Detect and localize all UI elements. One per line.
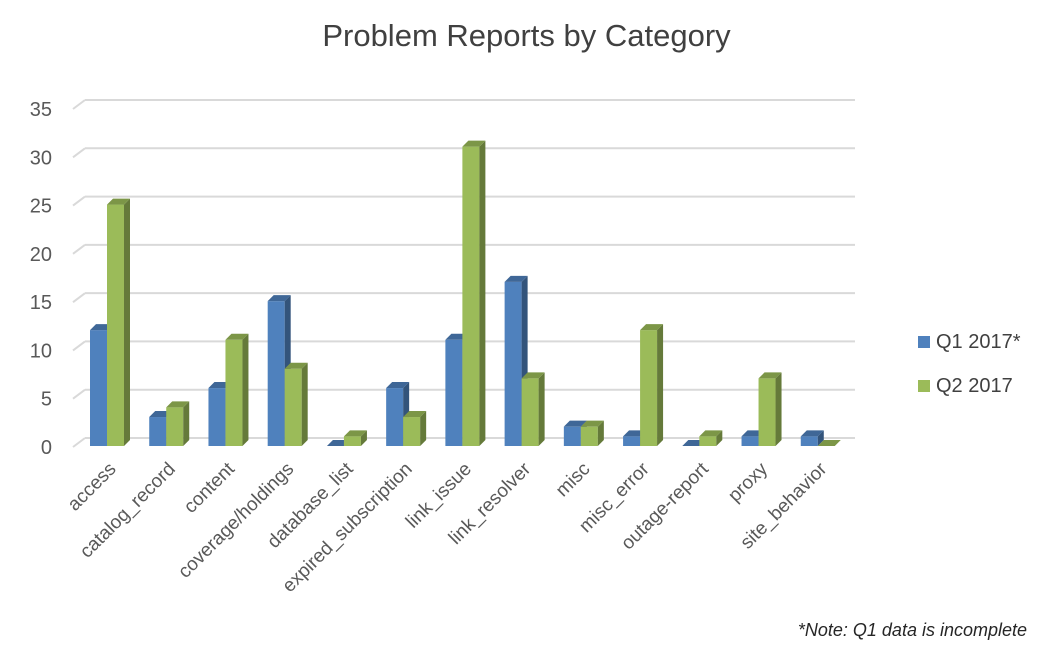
legend: Q1 2017* Q2 2017	[918, 328, 1021, 416]
legend-swatch-q1	[918, 336, 930, 348]
svg-text:misc: misc	[552, 459, 594, 501]
svg-text:25: 25	[30, 196, 52, 218]
svg-text:15: 15	[30, 292, 52, 314]
svg-text:0: 0	[41, 437, 52, 459]
svg-text:access: access	[64, 459, 121, 516]
svg-text:proxy: proxy	[724, 458, 772, 506]
svg-text:10: 10	[30, 340, 52, 362]
svg-text:5: 5	[41, 389, 52, 411]
legend-label-q2: Q2 2017	[936, 374, 1013, 397]
legend-item-q1: Q1 2017*	[918, 328, 1021, 356]
svg-text:35: 35	[30, 99, 52, 121]
footnote: *Note: Q1 data is incomplete	[797, 620, 1027, 640]
legend-swatch-q2	[918, 380, 930, 392]
legend-label-q1: Q1 2017*	[936, 330, 1021, 353]
chart-title: Problem Reports by Category	[322, 18, 731, 53]
legend-item-q2: Q2 2017	[918, 372, 1021, 400]
svg-text:30: 30	[30, 147, 52, 169]
svg-text:content: content	[180, 458, 239, 517]
svg-text:20: 20	[30, 244, 52, 266]
